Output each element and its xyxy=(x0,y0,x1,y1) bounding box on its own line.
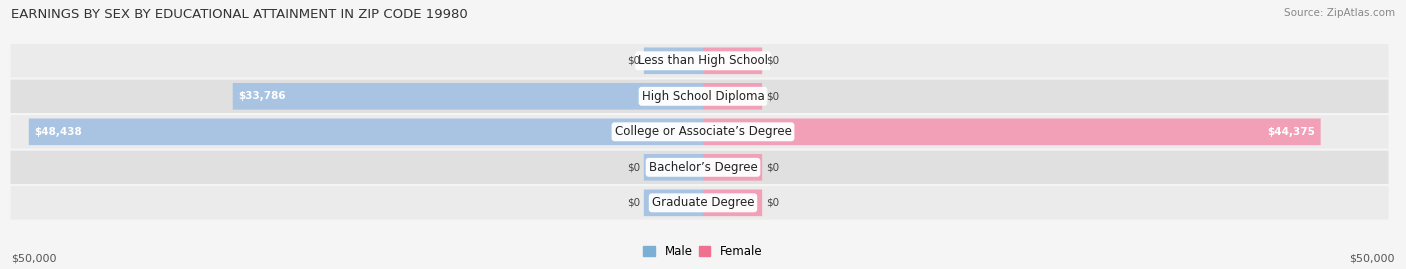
Text: $0: $0 xyxy=(766,162,779,172)
Text: $0: $0 xyxy=(627,162,640,172)
Text: $50,000: $50,000 xyxy=(11,254,56,264)
FancyBboxPatch shape xyxy=(233,83,703,110)
Text: Source: ZipAtlas.com: Source: ZipAtlas.com xyxy=(1284,8,1395,18)
Text: $48,438: $48,438 xyxy=(34,127,82,137)
FancyBboxPatch shape xyxy=(703,189,762,216)
FancyBboxPatch shape xyxy=(10,115,1389,148)
Text: $0: $0 xyxy=(766,91,779,101)
FancyBboxPatch shape xyxy=(10,186,1389,220)
FancyBboxPatch shape xyxy=(703,83,762,110)
Text: High School Diploma: High School Diploma xyxy=(641,90,765,103)
FancyBboxPatch shape xyxy=(703,119,1320,145)
Legend: Male, Female: Male, Female xyxy=(638,241,768,263)
Text: $0: $0 xyxy=(627,198,640,208)
FancyBboxPatch shape xyxy=(28,119,703,145)
Text: $33,786: $33,786 xyxy=(238,91,285,101)
FancyBboxPatch shape xyxy=(703,154,762,181)
Text: EARNINGS BY SEX BY EDUCATIONAL ATTAINMENT IN ZIP CODE 19980: EARNINGS BY SEX BY EDUCATIONAL ATTAINMEN… xyxy=(11,8,468,21)
FancyBboxPatch shape xyxy=(10,44,1389,77)
Text: $44,375: $44,375 xyxy=(1267,127,1315,137)
Text: $50,000: $50,000 xyxy=(1350,254,1395,264)
FancyBboxPatch shape xyxy=(644,154,703,181)
Text: $0: $0 xyxy=(627,56,640,66)
FancyBboxPatch shape xyxy=(644,48,703,74)
FancyBboxPatch shape xyxy=(10,151,1389,184)
FancyBboxPatch shape xyxy=(644,189,703,216)
FancyBboxPatch shape xyxy=(703,48,762,74)
Text: $0: $0 xyxy=(766,56,779,66)
Text: Bachelor’s Degree: Bachelor’s Degree xyxy=(648,161,758,174)
Text: $0: $0 xyxy=(766,198,779,208)
Text: Less than High School: Less than High School xyxy=(638,54,768,67)
Text: Graduate Degree: Graduate Degree xyxy=(652,196,754,209)
Text: College or Associate’s Degree: College or Associate’s Degree xyxy=(614,125,792,138)
FancyBboxPatch shape xyxy=(10,80,1389,113)
